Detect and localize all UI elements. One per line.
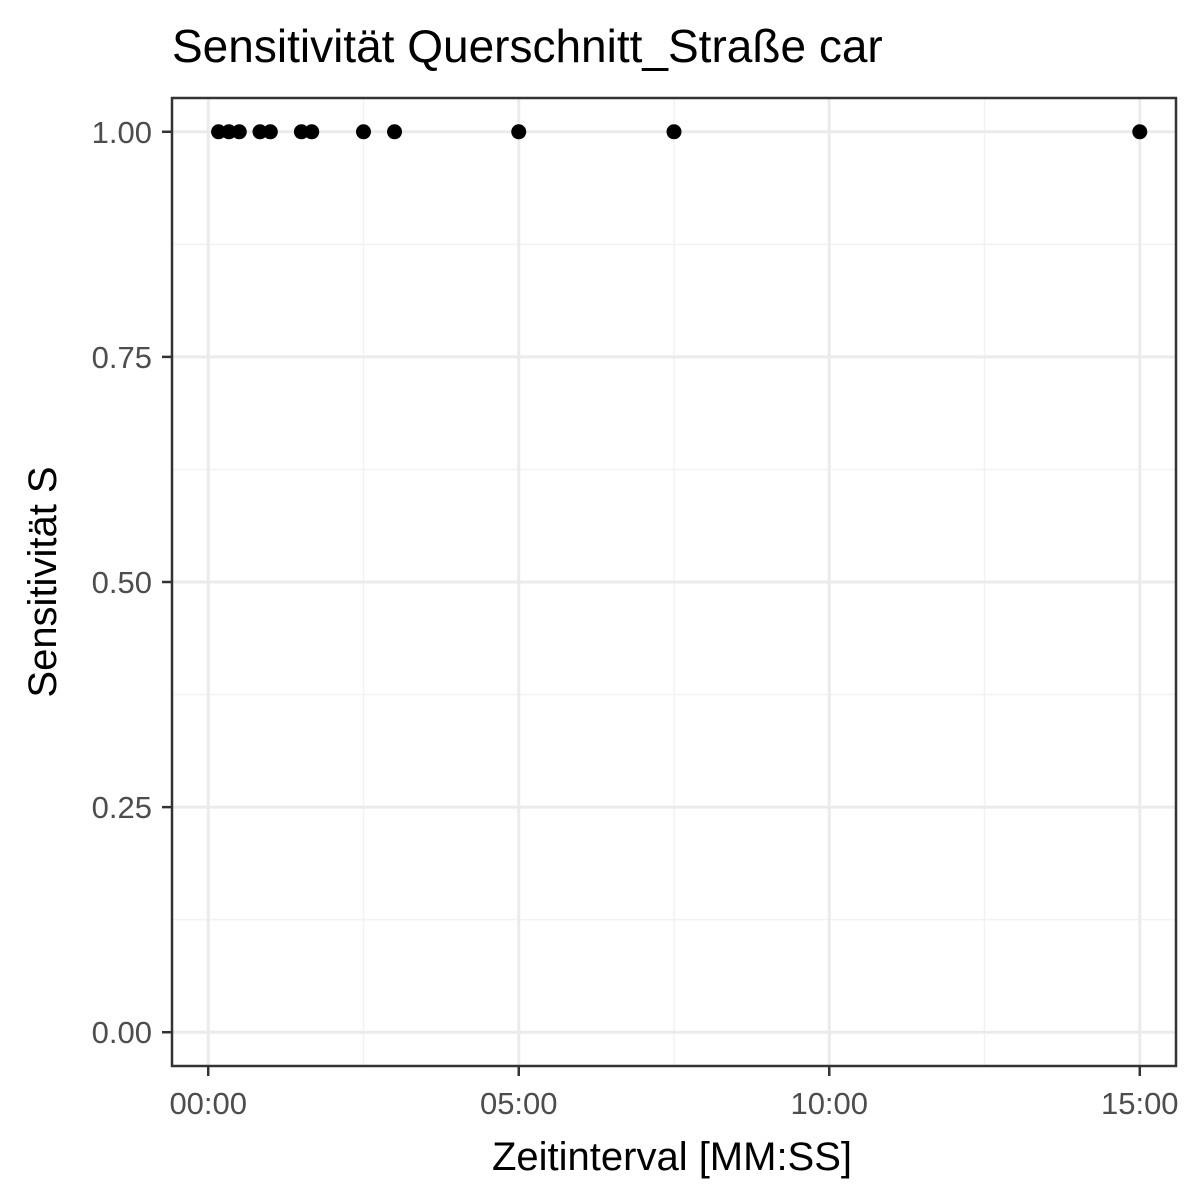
data-point [666, 124, 682, 140]
data-point [211, 124, 227, 140]
y-tick-label: 0.25 [92, 790, 152, 825]
data-point [511, 124, 527, 140]
y-tick-label: 0.50 [92, 565, 152, 600]
data-point [293, 124, 309, 140]
data-point [252, 124, 268, 140]
y-tick-label: 0.00 [92, 1015, 152, 1050]
data-points [211, 124, 1148, 140]
chart-title: Sensitivität Querschnitt_Straße car [172, 20, 883, 72]
grid-lines [172, 98, 1176, 1066]
data-point [387, 124, 403, 140]
x-tick-label: 10:00 [790, 1086, 868, 1121]
y-axis-title: Sensitivität S [21, 466, 65, 697]
x-axis-title: Zeitinterval [MM:SS] [492, 1135, 852, 1179]
data-point [221, 124, 237, 140]
x-tick-label: 05:00 [480, 1086, 558, 1121]
y-tick-label: 0.75 [92, 340, 152, 375]
x-tick-label: 00:00 [169, 1086, 247, 1121]
y-tick-labels: 0.00 0.25 0.50 0.75 1.00 [92, 115, 152, 1050]
data-point [355, 124, 371, 140]
axis-ticks [162, 130, 1142, 1076]
data-point [231, 124, 247, 140]
x-tick-labels: 00:00 05:00 10:00 15:00 [169, 1086, 1178, 1121]
data-point [304, 124, 320, 140]
x-tick-label: 15:00 [1101, 1086, 1179, 1121]
y-tick-label: 1.00 [92, 115, 152, 150]
data-point [262, 124, 278, 140]
data-point [1132, 124, 1148, 140]
